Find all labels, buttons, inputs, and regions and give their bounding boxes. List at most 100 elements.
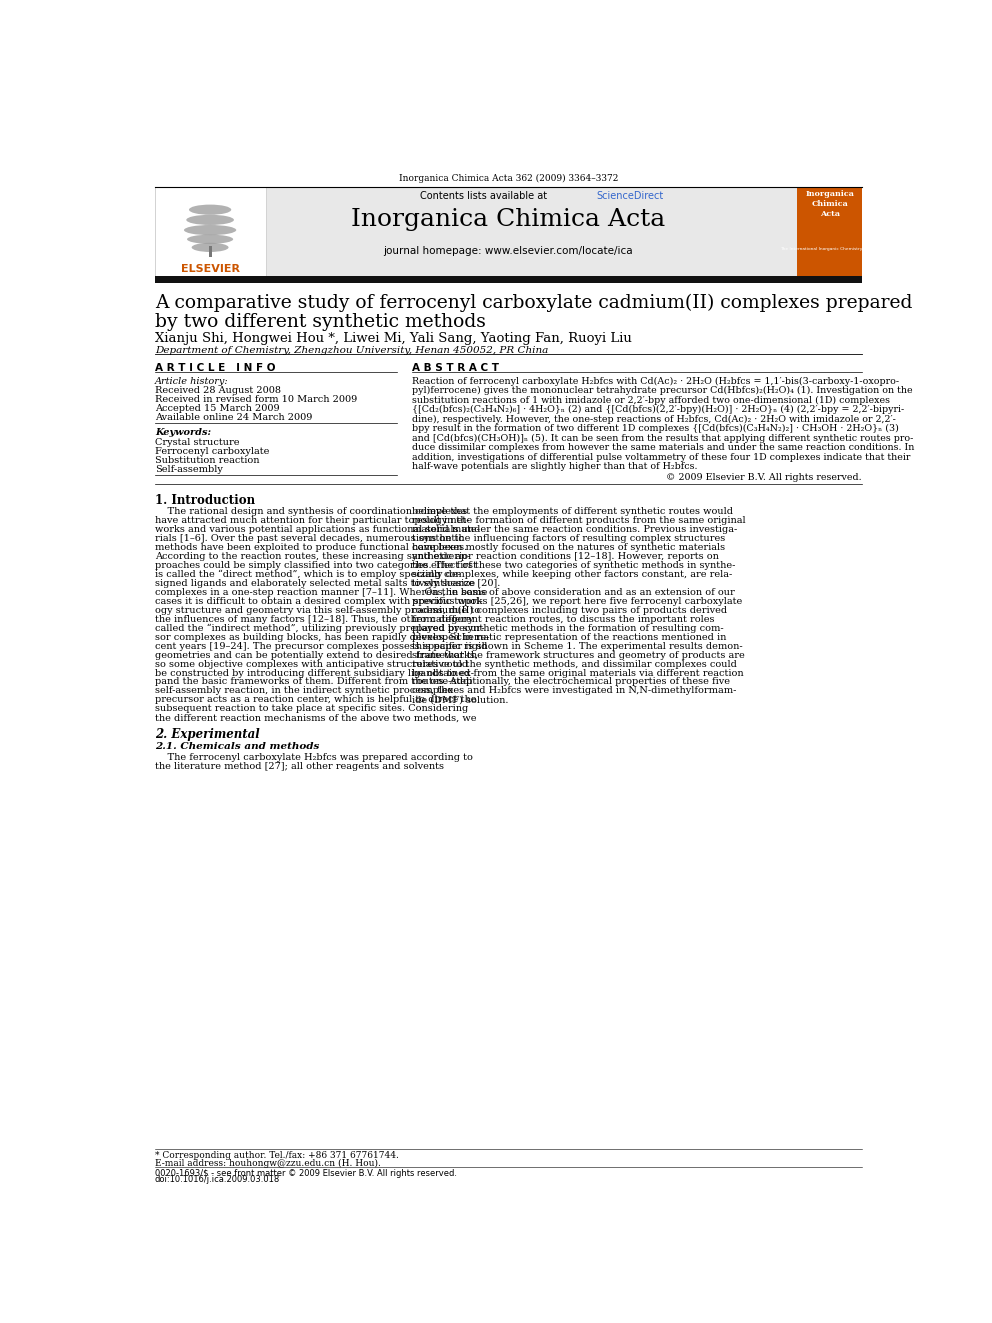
Text: precursor acts as a reaction center, which is helpful to direct the: precursor acts as a reaction center, whi… <box>155 696 476 704</box>
Text: have been mostly focused on the natures of synthetic materials: have been mostly focused on the natures … <box>413 542 725 552</box>
Text: have attracted much attention for their particular topology net-: have attracted much attention for their … <box>155 516 469 525</box>
Text: 2. Experimental: 2. Experimental <box>155 729 260 741</box>
Text: works and various potential applications as functional solid mate-: works and various potential applications… <box>155 525 479 534</box>
Text: rials [1–6]. Over the past several decades, numerous synthetic: rials [1–6]. Over the past several decad… <box>155 534 463 542</box>
Text: Crystal structure: Crystal structure <box>155 438 239 447</box>
Text: cases it is difficult to obtain a desired complex with specific topol-: cases it is difficult to obtain a desire… <box>155 597 482 606</box>
Text: be obtained from the same original materials via different reaction: be obtained from the same original mater… <box>413 668 744 677</box>
Text: Received in revised form 10 March 2009: Received in revised form 10 March 2009 <box>155 396 357 404</box>
Text: ogy structure and geometry via this self-assembly process, due to: ogy structure and geometry via this self… <box>155 606 480 615</box>
Text: Substitution reaction: Substitution reaction <box>155 456 259 466</box>
Text: this paper is shown in Scheme 1. The experimental results demon-: this paper is shown in Scheme 1. The exp… <box>413 642 743 651</box>
Text: self-assembly reaction, in the indirect synthetic process, the: self-assembly reaction, in the indirect … <box>155 687 453 696</box>
Ellipse shape <box>184 225 236 235</box>
Text: Self-assembly: Self-assembly <box>155 466 222 475</box>
Text: Reaction of ferrocenyl carboxylate H₂bfcs with Cd(Ac)₂ · 2H₂O (H₂bfcs = 1,1′-bis: Reaction of ferrocenyl carboxylate H₂bfc… <box>413 377 900 386</box>
Text: On the basis of above consideration and as an extension of our: On the basis of above consideration and … <box>413 587 735 597</box>
Text: 2.1. Chemicals and methods: 2.1. Chemicals and methods <box>155 742 319 750</box>
Text: result in the formation of different products from the same original: result in the formation of different pro… <box>413 516 746 525</box>
Text: journal homepage: www.elsevier.com/locate/ica: journal homepage: www.elsevier.com/locat… <box>384 246 633 257</box>
Text: ScienceDirect: ScienceDirect <box>596 192 664 201</box>
Bar <box>155 277 862 283</box>
Text: Available online 24 March 2009: Available online 24 March 2009 <box>155 413 312 422</box>
Text: materials under the same reaction conditions. Previous investiga-: materials under the same reaction condit… <box>413 525 737 534</box>
Text: ELSEVIER: ELSEVIER <box>181 263 240 274</box>
Text: believe that the employments of different synthetic routes would: believe that the employments of differen… <box>413 507 733 516</box>
Text: E-mail address: houhongw@zzu.edu.cn (H. Hou).: E-mail address: houhongw@zzu.edu.cn (H. … <box>155 1159 381 1168</box>
Text: Inorganica Chimica Acta: Inorganica Chimica Acta <box>351 208 666 230</box>
Text: played by synthetic methods in the formation of resulting com-: played by synthetic methods in the forma… <box>413 623 724 632</box>
Text: methods have been exploited to produce functional complexes.: methods have been exploited to produce f… <box>155 542 467 552</box>
Text: cent years [19–24]. The precursor complexes possess specific rigid: cent years [19–24]. The precursor comple… <box>155 642 487 651</box>
Text: A R T I C L E   I N F O: A R T I C L E I N F O <box>155 363 275 373</box>
Text: and [Cd(bfcs)(CH₃OH)]ₙ (5). It can be seen from the results that applying differ: and [Cd(bfcs)(CH₃OH)]ₙ (5). It can be se… <box>413 434 914 443</box>
Bar <box>155 188 862 279</box>
Text: the effect of these two categories of synthetic methods in synthe-: the effect of these two categories of sy… <box>413 561 736 570</box>
Text: subsequent reaction to take place at specific sites. Considering: subsequent reaction to take place at spe… <box>155 704 468 713</box>
Text: Contents lists available at: Contents lists available at <box>420 192 551 201</box>
Text: complexes in a one-step reaction manner [7–11]. Whereas, in some: complexes in a one-step reaction manner … <box>155 587 487 597</box>
Text: the influences of many factors [12–18]. Thus, the other category: the influences of many factors [12–18]. … <box>155 615 473 623</box>
Text: tively scarce [20].: tively scarce [20]. <box>413 579 501 587</box>
Text: geometries and can be potentially extend to desired frameworks,: geometries and can be potentially extend… <box>155 651 478 660</box>
Text: so some objective complexes with anticipative structures could: so some objective complexes with anticip… <box>155 660 468 668</box>
Text: © 2009 Elsevier B.V. All rights reserved.: © 2009 Elsevier B.V. All rights reserved… <box>667 472 862 482</box>
Text: strate that the framework structures and geometry of products are: strate that the framework structures and… <box>413 651 745 660</box>
Text: dine), respectively. However, the one-step reactions of H₂bfcs, Cd(Ac)₂ · 2H₂O w: dine), respectively. However, the one-st… <box>413 414 896 423</box>
Text: routes. Additionally, the electrochemical properties of these five: routes. Additionally, the electrochemica… <box>413 677 730 687</box>
Text: bpy result in the formation of two different 1D complexes {[Cd(bfcs)(C₃H₄N₂)₂] ·: bpy result in the formation of two diffe… <box>413 425 899 433</box>
Ellipse shape <box>187 234 233 243</box>
Text: tions on the influencing factors of resulting complex structures: tions on the influencing factors of resu… <box>413 534 725 542</box>
Text: relative to the synthetic methods, and dissimilar complexes could: relative to the synthetic methods, and d… <box>413 660 737 668</box>
Ellipse shape <box>191 243 228 251</box>
Bar <box>155 188 266 279</box>
Bar <box>208 246 211 257</box>
Text: * Corresponding author. Tel./fax: +86 371 67761744.: * Corresponding author. Tel./fax: +86 37… <box>155 1151 399 1160</box>
Text: by two different synthetic methods: by two different synthetic methods <box>155 312 486 331</box>
Text: is called the “direct method”, which is to employ specially de-: is called the “direct method”, which is … <box>155 570 460 579</box>
Text: Article history:: Article history: <box>155 377 228 386</box>
Text: and exterior reaction conditions [12–18]. However, reports on: and exterior reaction conditions [12–18]… <box>413 552 719 561</box>
Text: complexes and H₂bfcs were investigated in N,N-dimethylformam-: complexes and H₂bfcs were investigated i… <box>413 687 737 696</box>
Text: duce dissimilar complexes from however the same materials and under the same rea: duce dissimilar complexes from however t… <box>413 443 915 452</box>
Ellipse shape <box>186 214 234 225</box>
Text: ide (DMF) solution.: ide (DMF) solution. <box>413 696 509 704</box>
Text: plexes. Schematic representation of the reactions mentioned in: plexes. Schematic representation of the … <box>413 632 727 642</box>
Text: called the “indirect method”, utilizing previously prepared precur-: called the “indirect method”, utilizing … <box>155 623 484 632</box>
Text: The rational design and synthesis of coordination complexes: The rational design and synthesis of coo… <box>155 507 467 516</box>
Text: Department of Chemistry, Zhengzhou University, Henan 450052, PR China: Department of Chemistry, Zhengzhou Unive… <box>155 347 548 355</box>
Text: sizing complexes, while keeping other factors constant, are rela-: sizing complexes, while keeping other fa… <box>413 570 732 579</box>
Text: the literature method [27]; all other reagents and solvents: the literature method [27]; all other re… <box>155 762 443 771</box>
Text: Keywords:: Keywords: <box>155 427 211 437</box>
Text: sor complexes as building blocks, has been rapidly developed in re-: sor complexes as building blocks, has be… <box>155 632 489 642</box>
Text: half-wave potentials are slightly higher than that of H₂bfcs.: half-wave potentials are slightly higher… <box>413 462 697 471</box>
Text: Xianju Shi, Hongwei Hou *, Liwei Mi, Yali Sang, Yaoting Fan, Ruoyi Liu: Xianju Shi, Hongwei Hou *, Liwei Mi, Yal… <box>155 332 632 345</box>
Text: According to the reaction routes, these increasing synthetic ap-: According to the reaction routes, these … <box>155 552 470 561</box>
Text: previous works [25,26], we report here five ferrocenyl carboxylate: previous works [25,26], we report here f… <box>413 597 743 606</box>
Text: from different reaction routes, to discuss the important roles: from different reaction routes, to discu… <box>413 615 715 623</box>
Text: A B S T R A C T: A B S T R A C T <box>413 363 499 373</box>
Text: pand the basic frameworks of them. Different from the one-step: pand the basic frameworks of them. Diffe… <box>155 677 472 687</box>
Text: Accepted 15 March 2009: Accepted 15 March 2009 <box>155 405 280 413</box>
Text: Received 28 August 2008: Received 28 August 2008 <box>155 386 281 396</box>
Text: Ferrocenyl carboxylate: Ferrocenyl carboxylate <box>155 447 269 456</box>
Text: A comparative study of ferrocenyl carboxylate cadmium(II) complexes prepared: A comparative study of ferrocenyl carbox… <box>155 294 912 312</box>
Text: the different reaction mechanisms of the above two methods, we: the different reaction mechanisms of the… <box>155 713 476 722</box>
Text: pyl)ferrocene) gives the mononuclear tetrahydrate precursor Cd(Hbfcs)₂(H₂O)₄ (1): pyl)ferrocene) gives the mononuclear tet… <box>413 386 913 396</box>
Text: be constructed by introducing different subsidiary ligands to ex-: be constructed by introducing different … <box>155 668 474 677</box>
Text: {[Cd₂(bfcs)₂(C₃H₄N₂)₆] · 4H₂O}ₙ (2) and {[Cd(bfcs)(2,2′-bpy)(H₂O)] · 2H₂O}ₙ (4) : {[Cd₂(bfcs)₂(C₃H₄N₂)₆] · 4H₂O}ₙ (2) and … <box>413 405 905 414</box>
Text: Inorganica
Chimica
Acta: Inorganica Chimica Acta <box>806 191 854 218</box>
Text: 1. Introduction: 1. Introduction <box>155 493 255 507</box>
Text: The ferrocenyl carboxylate H₂bfcs was prepared according to: The ferrocenyl carboxylate H₂bfcs was pr… <box>155 753 472 762</box>
Ellipse shape <box>188 205 231 214</box>
Text: cadmium(II) complexes including two pairs of products derived: cadmium(II) complexes including two pair… <box>413 606 727 615</box>
Bar <box>797 188 862 279</box>
Text: proaches could be simply classified into two categories. The first: proaches could be simply classified into… <box>155 561 476 570</box>
Text: The International Inorganic Chemistry Journal: The International Inorganic Chemistry Jo… <box>781 247 879 251</box>
Text: substitution reactions of 1 with imidazole or 2,2′-bpy afforded two one-dimensio: substitution reactions of 1 with imidazo… <box>413 396 890 405</box>
Text: Inorganica Chimica Acta 362 (2009) 3364–3372: Inorganica Chimica Acta 362 (2009) 3364–… <box>399 175 618 183</box>
Text: doi:10.1016/j.ica.2009.03.018: doi:10.1016/j.ica.2009.03.018 <box>155 1175 280 1184</box>
Text: signed ligands and elaborately selected metal salts to synthesize: signed ligands and elaborately selected … <box>155 579 475 587</box>
Text: addition, investigations of differential pulse voltammetry of these four 1D comp: addition, investigations of differential… <box>413 452 911 462</box>
Text: 0020-1693/$ - see front matter © 2009 Elsevier B.V. All rights reserved.: 0020-1693/$ - see front matter © 2009 El… <box>155 1170 456 1179</box>
